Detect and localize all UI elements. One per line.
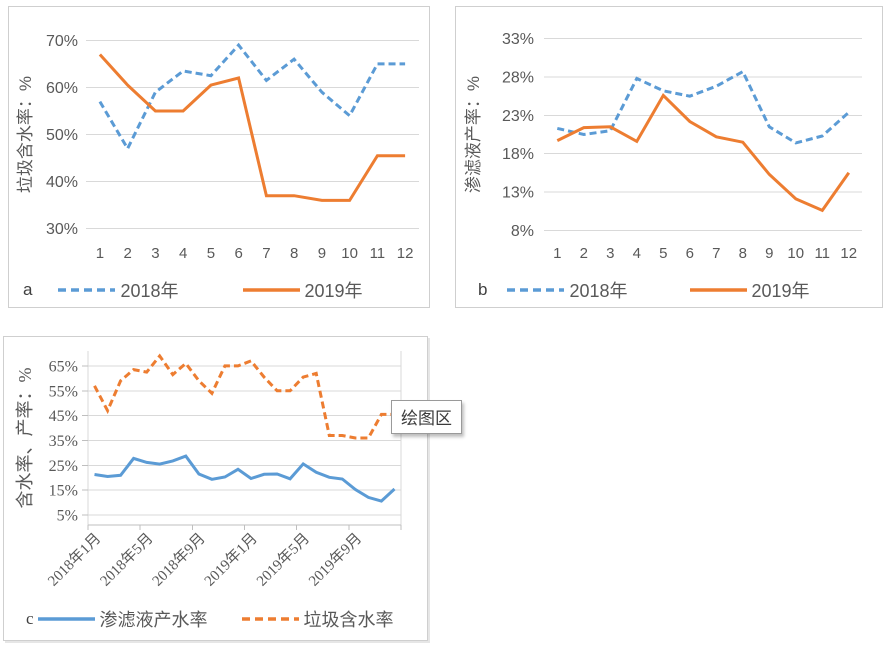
legend-label: 2018年 — [569, 281, 628, 301]
x-tick-label: 2018年5月 — [97, 530, 157, 590]
legend-item-0[interactable]: 2018年 — [58, 277, 179, 303]
chart-panel-b: 8% 13% 18% 23% 28% 33% 1 2 3 4 5 6 7 8 9 10 11 12 渗滤液产率：% … — [455, 6, 883, 308]
y-tick-label: 55% — [49, 383, 78, 400]
chart-panel-c: 5% 15% 25% 35% 45% 55% 65% 2018年1月 2018年5月 2018年9… — [3, 336, 428, 641]
x-tick-label: 7 — [262, 245, 270, 262]
x-tick-label: 7 — [712, 245, 720, 262]
legend-label: 垃圾含水率 — [303, 610, 394, 630]
x-tick-label: 2019年9月 — [305, 530, 365, 590]
panel-letter-a: a — [23, 280, 33, 299]
x-tick-label: 10 — [341, 245, 358, 262]
series-line-0 — [94, 454, 396, 503]
series-line-1 — [556, 92, 851, 213]
x-tick-label: 3 — [606, 245, 614, 262]
legend-item-1[interactable]: 2019年 — [242, 277, 363, 303]
y-tick-label: 50% — [46, 127, 78, 144]
x-tick-label: 2018年9月 — [149, 530, 209, 590]
x-tick-label: 1 — [96, 245, 104, 262]
y-tick-label: 60% — [46, 80, 78, 97]
x-tick-label: 6 — [686, 245, 694, 262]
y-tick-label: 70% — [46, 33, 78, 50]
legend-line-sample — [507, 288, 565, 292]
legend-line-sample — [689, 288, 747, 292]
legend-item-0[interactable]: 2018年 — [507, 277, 628, 303]
series-line-0 — [98, 42, 406, 152]
x-tick-label: 4 — [633, 245, 641, 262]
y-tick-label: 23% — [502, 108, 534, 125]
plot-area-tooltip: 绘图区 — [391, 400, 462, 434]
y-axis-title: 渗滤液产率：% — [464, 76, 483, 193]
x-tick-label: 5 — [659, 245, 667, 262]
series-line-1 — [98, 53, 406, 202]
x-tick-label: 12 — [840, 245, 857, 262]
y-tick-label: 8% — [511, 223, 534, 240]
x-tick-label: 2019年1月 — [201, 530, 261, 590]
y-axis-title: 含水率、产率：% — [15, 368, 35, 509]
y-tick-label: 35% — [49, 433, 78, 450]
chart-c-plot-area[interactable]: 5% 15% 25% 35% 45% 55% 65% 2018年1月2018年5月2018年9… — [4, 337, 427, 640]
x-tick-label: 4 — [179, 245, 187, 262]
x-tick-label: 2 — [580, 245, 588, 262]
y-tick-label: 30% — [46, 221, 78, 238]
y-tick-label: 45% — [49, 408, 78, 425]
legend-item-0[interactable]: 渗滤液产水率 — [37, 606, 208, 632]
y-tick-label: 13% — [502, 185, 534, 202]
x-tick-label: 2018年1月 — [45, 530, 105, 590]
legend-label: 渗滤液产水率 — [99, 610, 208, 630]
x-tick-label: 5 — [207, 245, 215, 262]
x-tick-label: 2 — [123, 245, 131, 262]
legend-label: 2018年 — [120, 281, 179, 301]
x-tick-label: 11 — [814, 245, 830, 262]
chart-panel-a: 30% 40% 50% 60% 70% 1 2 3 4 5 6 7 8 9 10 11 12 垃圾含水率：% a … — [8, 6, 430, 308]
y-tick-label: 65% — [49, 358, 78, 375]
chart-a-legend: a 2018年 2019年 — [9, 273, 443, 307]
x-tick-label: 1 — [553, 245, 561, 262]
legend-label: 2019年 — [751, 281, 810, 301]
panel-letter-c: c — [26, 609, 34, 628]
legend-line-sample — [58, 288, 116, 292]
x-tick-label: 2019年5月 — [253, 530, 313, 590]
legend-label: 2019年 — [304, 281, 363, 301]
x-tick-label: 9 — [318, 245, 326, 262]
panel-letter-b: b — [478, 280, 488, 299]
legend-line-sample — [242, 288, 300, 292]
x-tick-label: 6 — [234, 245, 242, 262]
y-tick-label: 28% — [502, 70, 534, 87]
y-tick-label: 25% — [49, 458, 78, 475]
y-tick-label: 15% — [49, 483, 78, 500]
y-tick-label: 18% — [502, 146, 534, 163]
chart-b-legend: b 2018年 2019年 — [456, 273, 886, 307]
x-tick-label: 8 — [290, 245, 298, 262]
y-tick-label: 40% — [46, 174, 78, 191]
y-axis-title: 垃圾含水率：% — [16, 76, 35, 193]
x-tick-label: 12 — [397, 245, 414, 262]
legend-line-sample — [37, 617, 95, 621]
legend-item-1[interactable]: 2019年 — [689, 277, 810, 303]
legend-item-1[interactable]: 垃圾含水率 — [241, 606, 394, 632]
x-tick-label: 10 — [787, 245, 804, 262]
legend-line-sample — [241, 617, 299, 621]
x-tick-label: 8 — [739, 245, 747, 262]
y-tick-label: 5% — [57, 508, 78, 525]
series-line-0 — [556, 69, 850, 145]
chart-c-legend: c 渗滤液产水率 垃圾含水率 — [4, 602, 449, 636]
series-line-1 — [93, 353, 395, 440]
x-tick-label: 11 — [370, 245, 386, 262]
y-tick-label: 33% — [502, 31, 534, 48]
x-tick-label: 9 — [765, 245, 773, 262]
x-tick-label: 3 — [151, 245, 159, 262]
